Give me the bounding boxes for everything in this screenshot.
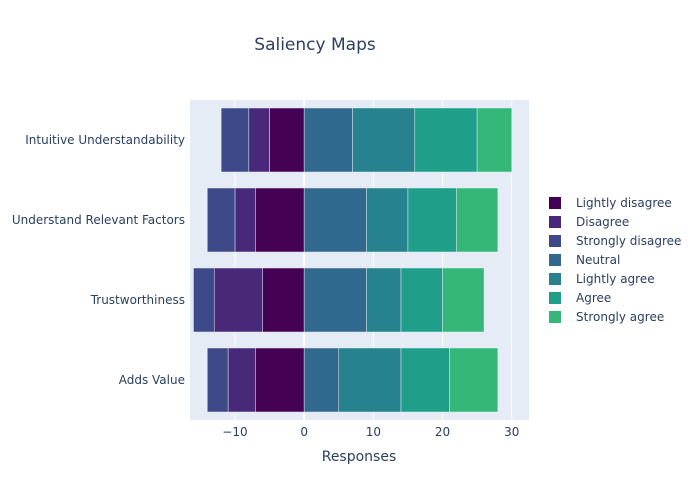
y-tick-label: Adds Value [119, 373, 185, 387]
bar-trustworthiness-lightly-agree[interactable] [366, 267, 402, 333]
legend-swatch [549, 254, 561, 266]
x-axis-ticks: −10 0 10 20 30 [222, 425, 519, 439]
legend-item-lightly-disagree[interactable]: Lightly disagree [549, 196, 672, 210]
legend-label: Strongly disagree [576, 234, 681, 248]
legend-swatch [549, 292, 561, 304]
legend-item-strongly-disagree[interactable]: Strongly disagree [549, 234, 681, 248]
x-axis-title: Responses [322, 449, 397, 465]
legend-label: Disagree [576, 215, 629, 229]
x-tick-label: −10 [222, 425, 247, 439]
bar-trustworthiness-agree[interactable] [400, 267, 443, 333]
y-tick-label: Intuitive Understandability [25, 133, 185, 147]
legend-swatch [549, 216, 561, 228]
x-tick-label: 10 [366, 425, 381, 439]
legend-label: Lightly disagree [576, 196, 672, 210]
x-tick-label: 0 [300, 425, 308, 439]
bar-trustworthiness-strongly-agree[interactable] [442, 267, 485, 333]
bar-understand-relevant-factors-neutral[interactable] [303, 187, 367, 253]
x-tick-label: 30 [504, 425, 519, 439]
bar-intuitive-understandability-disagree[interactable] [248, 107, 270, 173]
y-axis-ticks: Adds Value Trustworthiness Understand Rele… [12, 133, 185, 387]
bar-adds-value-lightly-agree[interactable] [338, 347, 402, 413]
bar-adds-value-disagree[interactable] [227, 347, 256, 413]
bar-intuitive-understandability-neutral[interactable] [303, 107, 353, 173]
bar-understand-relevant-factors-agree[interactable] [407, 187, 457, 253]
legend-label: Lightly agree [576, 272, 655, 286]
bars [193, 107, 512, 413]
legend[interactable]: Lightly disagree Disagree Strongly disagre… [549, 196, 681, 324]
legend-swatch [549, 273, 561, 285]
bar-intuitive-understandability-strongly-disagree[interactable] [220, 107, 250, 173]
legend-label: Neutral [576, 253, 620, 267]
y-tick-label: Trustworthiness [90, 293, 185, 307]
bar-trustworthiness-lightly-disagree[interactable] [262, 267, 305, 333]
bar-understand-relevant-factors-lightly-agree[interactable] [366, 187, 409, 253]
bar-intuitive-understandability-agree[interactable] [414, 107, 478, 173]
bar-trustworthiness-neutral[interactable] [303, 267, 367, 333]
bar-understand-relevant-factors-lightly-disagree[interactable] [255, 187, 305, 253]
bar-adds-value-strongly-disagree[interactable] [207, 347, 229, 413]
bar-adds-value-strongly-agree[interactable] [449, 347, 499, 413]
legend-label: Agree [576, 291, 611, 305]
bar-understand-relevant-factors-disagree[interactable] [234, 187, 256, 253]
chart-title: Saliency Maps [254, 35, 376, 55]
legend-label: Strongly agree [576, 310, 664, 324]
bar-intuitive-understandability-lightly-disagree[interactable] [269, 107, 305, 173]
legend-swatch [549, 197, 561, 209]
bar-intuitive-understandability-strongly-agree[interactable] [476, 107, 512, 173]
legend-swatch [549, 311, 561, 323]
bar-adds-value-neutral[interactable] [303, 347, 339, 413]
bar-adds-value-lightly-disagree[interactable] [255, 347, 305, 413]
bar-intuitive-understandability-lightly-agree[interactable] [352, 107, 416, 173]
legend-item-lightly-agree[interactable]: Lightly agree [549, 272, 655, 286]
legend-item-strongly-agree[interactable]: Strongly agree [549, 310, 664, 324]
legend-item-neutral[interactable]: Neutral [549, 253, 620, 267]
bar-adds-value-agree[interactable] [400, 347, 450, 413]
bar-trustworthiness-disagree[interactable] [213, 267, 263, 333]
bar-trustworthiness-strongly-disagree[interactable] [193, 267, 215, 333]
legend-item-agree[interactable]: Agree [549, 291, 611, 305]
legend-item-disagree[interactable]: Disagree [549, 215, 629, 229]
x-tick-label: 20 [435, 425, 450, 439]
bar-understand-relevant-factors-strongly-disagree[interactable] [207, 187, 236, 253]
y-tick-label: Understand Relevant Factors [12, 213, 185, 227]
legend-swatch [549, 235, 561, 247]
bar-understand-relevant-factors-strongly-agree[interactable] [456, 187, 499, 253]
